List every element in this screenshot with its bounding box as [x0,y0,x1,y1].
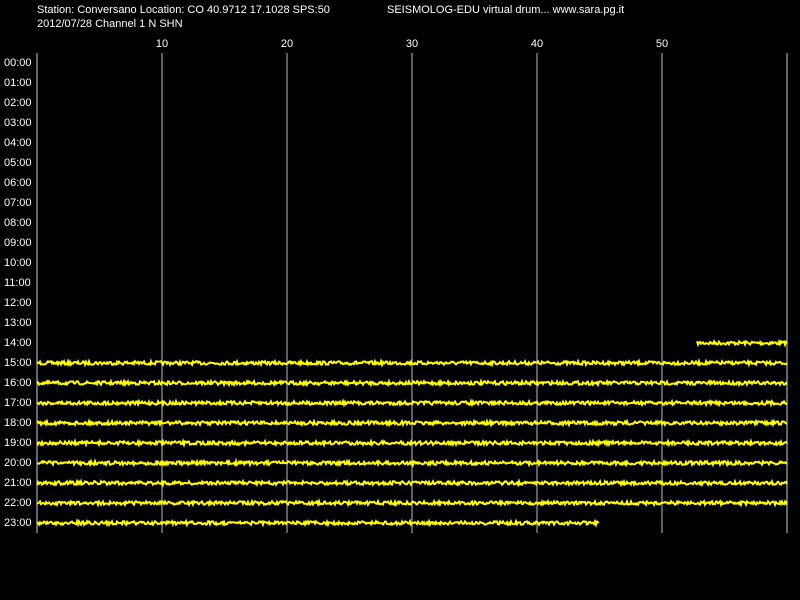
trace [36,438,788,448]
x-tick-label: 30 [406,38,418,50]
y-tick-label: 22:00 [4,497,32,509]
y-tick-label: 18:00 [4,417,32,429]
y-tick-label: 19:00 [4,437,32,449]
y-tick-label: 13:00 [4,317,32,329]
y-tick-label: 04:00 [4,137,32,149]
trace [36,518,600,529]
y-tick-label: 21:00 [4,477,32,489]
x-tick-label: 10 [156,38,168,50]
trace [36,478,788,488]
y-tick-label: 01:00 [4,77,32,89]
x-tick-label: 50 [656,38,668,50]
trace [36,398,788,408]
trace [37,457,788,469]
x-tick-label: 40 [531,38,543,50]
trace [36,357,788,368]
trace [36,377,788,388]
y-tick-label: 15:00 [4,357,32,369]
trace [36,417,788,428]
y-tick-label: 12:00 [4,297,32,309]
y-tick-label: 17:00 [4,397,32,409]
trace [36,498,788,508]
y-tick-label: 16:00 [4,377,32,389]
y-tick-label: 14:00 [4,337,32,349]
y-tick-label: 20:00 [4,457,32,469]
trace [696,338,788,348]
x-tick-label: 20 [281,38,293,50]
y-tick-label: 09:00 [4,237,32,249]
y-tick-label: 02:00 [4,97,32,109]
y-tick-label: 08:00 [4,217,32,229]
y-tick-label: 05:00 [4,157,32,169]
chart-subtitle: 2012/07/28 Channel 1 N SHN [37,18,183,30]
y-tick-label: 03:00 [4,117,32,129]
y-tick-label: 07:00 [4,197,32,209]
y-tick-label: 23:00 [4,517,32,529]
y-tick-label: 10:00 [4,257,32,269]
chart-title: Station: Conversano Location: CO 40.9712… [37,4,330,16]
annotation: SEISMOLOG-EDU virtual drum... www.sara.p… [387,4,624,16]
y-tick-label: 11:00 [4,277,31,289]
y-tick-label: 00:00 [4,57,32,69]
y-tick-label: 06:00 [4,177,32,189]
